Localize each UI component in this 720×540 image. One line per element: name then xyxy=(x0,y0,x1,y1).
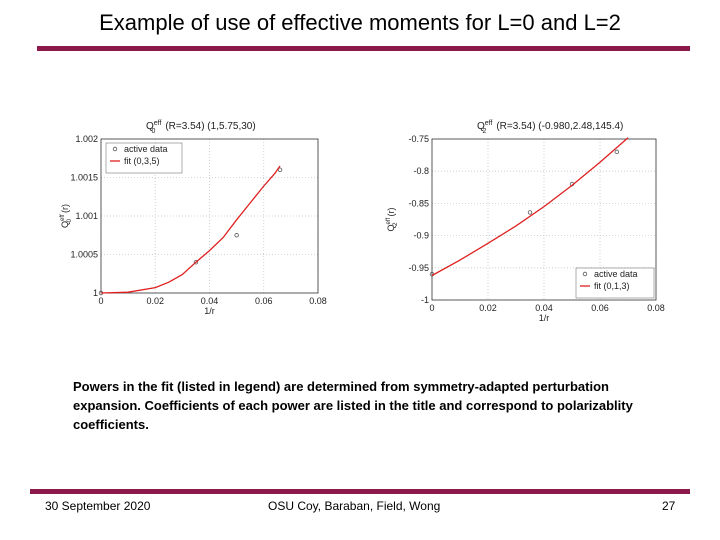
title-rule xyxy=(37,46,690,51)
chart-2: 0 0.02 0.04 0.06 0.08 -0.75 -0.8 -0.85 -0.9 -0.95… xyxy=(386,120,665,323)
data-point xyxy=(193,260,199,265)
x-axis-label: 1/r xyxy=(539,313,550,323)
legend-box xyxy=(105,142,183,174)
x-tick-label: 0.06 xyxy=(255,296,273,306)
y-tick-label: 1.001 xyxy=(75,211,98,221)
x-tick-label: 0.02 xyxy=(479,303,497,313)
y-tick-label: 1.0005 xyxy=(70,250,98,260)
x-tick-label: 0.04 xyxy=(201,296,219,306)
x-tick-label: 0.08 xyxy=(647,303,665,313)
fit-line xyxy=(100,165,281,294)
data-point xyxy=(614,149,619,155)
y-axis-label: Qeff0(r) xyxy=(60,204,73,228)
y-tick-label: -0.75 xyxy=(408,134,429,144)
y-tick-label: -0.8 xyxy=(413,166,429,176)
data-point xyxy=(527,210,533,215)
footer-rule xyxy=(30,489,690,494)
legend-label: fit (0,3,5) xyxy=(124,156,160,166)
chart-title: Qeff 2 (R=3.54) (-0.980,2.48,145.4) xyxy=(477,120,623,135)
plot-frame xyxy=(100,138,319,294)
legend-label: fit (0,1,3) xyxy=(594,281,630,291)
x-tick-label: 0.02 xyxy=(146,296,164,306)
x-axis-label: 1/r xyxy=(204,306,215,316)
slide-title: Example of use of effective moments for … xyxy=(99,10,621,35)
legend-marker-swatch xyxy=(582,271,588,277)
data-point xyxy=(277,167,283,172)
y-tick-label: -0.9 xyxy=(413,231,429,241)
x-tick-label: 0 xyxy=(98,296,103,306)
legend-label: active data xyxy=(594,269,638,279)
y-tick-label: -0.95 xyxy=(408,263,429,273)
y-axis-label: Qeff2(r) xyxy=(386,208,399,232)
x-tick-label: 0.04 xyxy=(535,303,553,313)
footer-page-number: 27 xyxy=(662,499,676,513)
legend-box xyxy=(575,267,655,299)
x-tick-label: 0.06 xyxy=(591,303,609,313)
fit-line xyxy=(431,137,629,277)
data-point xyxy=(234,233,239,238)
legend-label: active data xyxy=(124,144,168,154)
footer-authors: OSU Coy, Baraban, Field, Wong xyxy=(268,499,441,513)
plot-frame xyxy=(431,138,657,301)
chart-1: 0 0.02 0.04 0.06 0.08 1 1.0005 1.001 1.0015 1.002… xyxy=(60,120,327,316)
x-tick-label: 0 xyxy=(429,303,434,313)
x-tick-label: 0.08 xyxy=(309,296,327,306)
y-tick-label: -0.85 xyxy=(408,198,429,208)
caption-text: Powers in the fit (listed in legend) are… xyxy=(73,379,633,432)
footer-date: 30 September 2020 xyxy=(45,499,151,513)
chart-title: Qeff 0 (R=3.54) (1,5.75,30) xyxy=(146,120,256,135)
y-tick-label: 1.002 xyxy=(75,134,98,144)
legend-marker-swatch xyxy=(112,146,118,152)
y-tick-label: -1 xyxy=(421,295,429,305)
y-tick-label: 1 xyxy=(93,288,98,298)
y-tick-label: 1.0015 xyxy=(70,173,98,183)
